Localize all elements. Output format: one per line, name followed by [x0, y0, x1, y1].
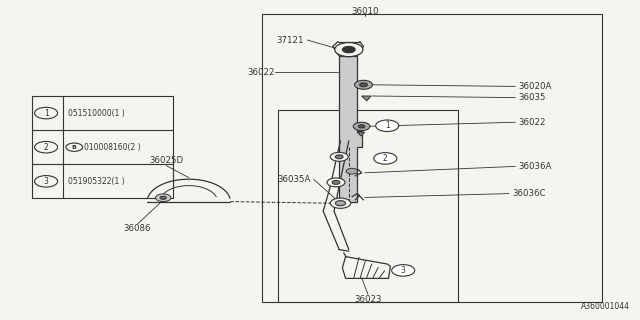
Text: 3: 3: [44, 177, 49, 186]
Text: 36020A: 36020A: [518, 82, 552, 91]
Circle shape: [327, 178, 345, 187]
Text: 36035A: 36035A: [277, 175, 310, 184]
Text: B: B: [72, 145, 77, 150]
Circle shape: [330, 198, 351, 208]
Circle shape: [355, 80, 372, 89]
Text: 2: 2: [383, 154, 388, 163]
Polygon shape: [357, 132, 365, 136]
Circle shape: [346, 168, 358, 174]
Text: 36025D: 36025D: [149, 156, 184, 164]
Circle shape: [335, 43, 363, 57]
Circle shape: [35, 176, 58, 187]
Circle shape: [156, 194, 171, 202]
Text: 37121: 37121: [276, 36, 304, 44]
Circle shape: [35, 141, 58, 153]
Text: 36022: 36022: [518, 118, 546, 127]
Text: A360001044: A360001044: [581, 302, 630, 311]
Circle shape: [353, 122, 370, 131]
Circle shape: [66, 143, 83, 151]
Polygon shape: [342, 257, 390, 278]
Bar: [262, 14, 602, 302]
Text: 36036C: 36036C: [512, 189, 545, 198]
Polygon shape: [339, 56, 362, 202]
Circle shape: [376, 120, 399, 132]
Text: 36022: 36022: [248, 68, 275, 76]
Text: 36035: 36035: [518, 93, 546, 102]
Polygon shape: [362, 96, 371, 101]
Text: 36010: 36010: [351, 7, 378, 16]
Circle shape: [392, 265, 415, 276]
Text: 051510000(1 ): 051510000(1 ): [68, 108, 125, 117]
Circle shape: [358, 125, 365, 128]
Circle shape: [160, 196, 166, 199]
Circle shape: [330, 152, 348, 161]
Text: 1: 1: [385, 121, 390, 130]
Text: 2: 2: [44, 143, 49, 152]
Text: 051905322(1 ): 051905322(1 ): [68, 177, 124, 186]
Text: 3: 3: [401, 266, 406, 275]
Text: 36086: 36086: [124, 224, 151, 233]
Text: 36023: 36023: [355, 295, 381, 304]
Circle shape: [335, 155, 343, 159]
Circle shape: [332, 180, 340, 184]
Text: 36036A: 36036A: [518, 162, 552, 171]
Text: 1: 1: [44, 108, 49, 117]
Bar: [32, 96, 173, 198]
Circle shape: [360, 83, 367, 87]
Bar: [278, 110, 458, 302]
Text: 010008160(2 ): 010008160(2 ): [84, 143, 141, 152]
Circle shape: [335, 201, 346, 206]
Circle shape: [342, 46, 355, 53]
Circle shape: [374, 153, 397, 164]
Circle shape: [35, 107, 58, 119]
